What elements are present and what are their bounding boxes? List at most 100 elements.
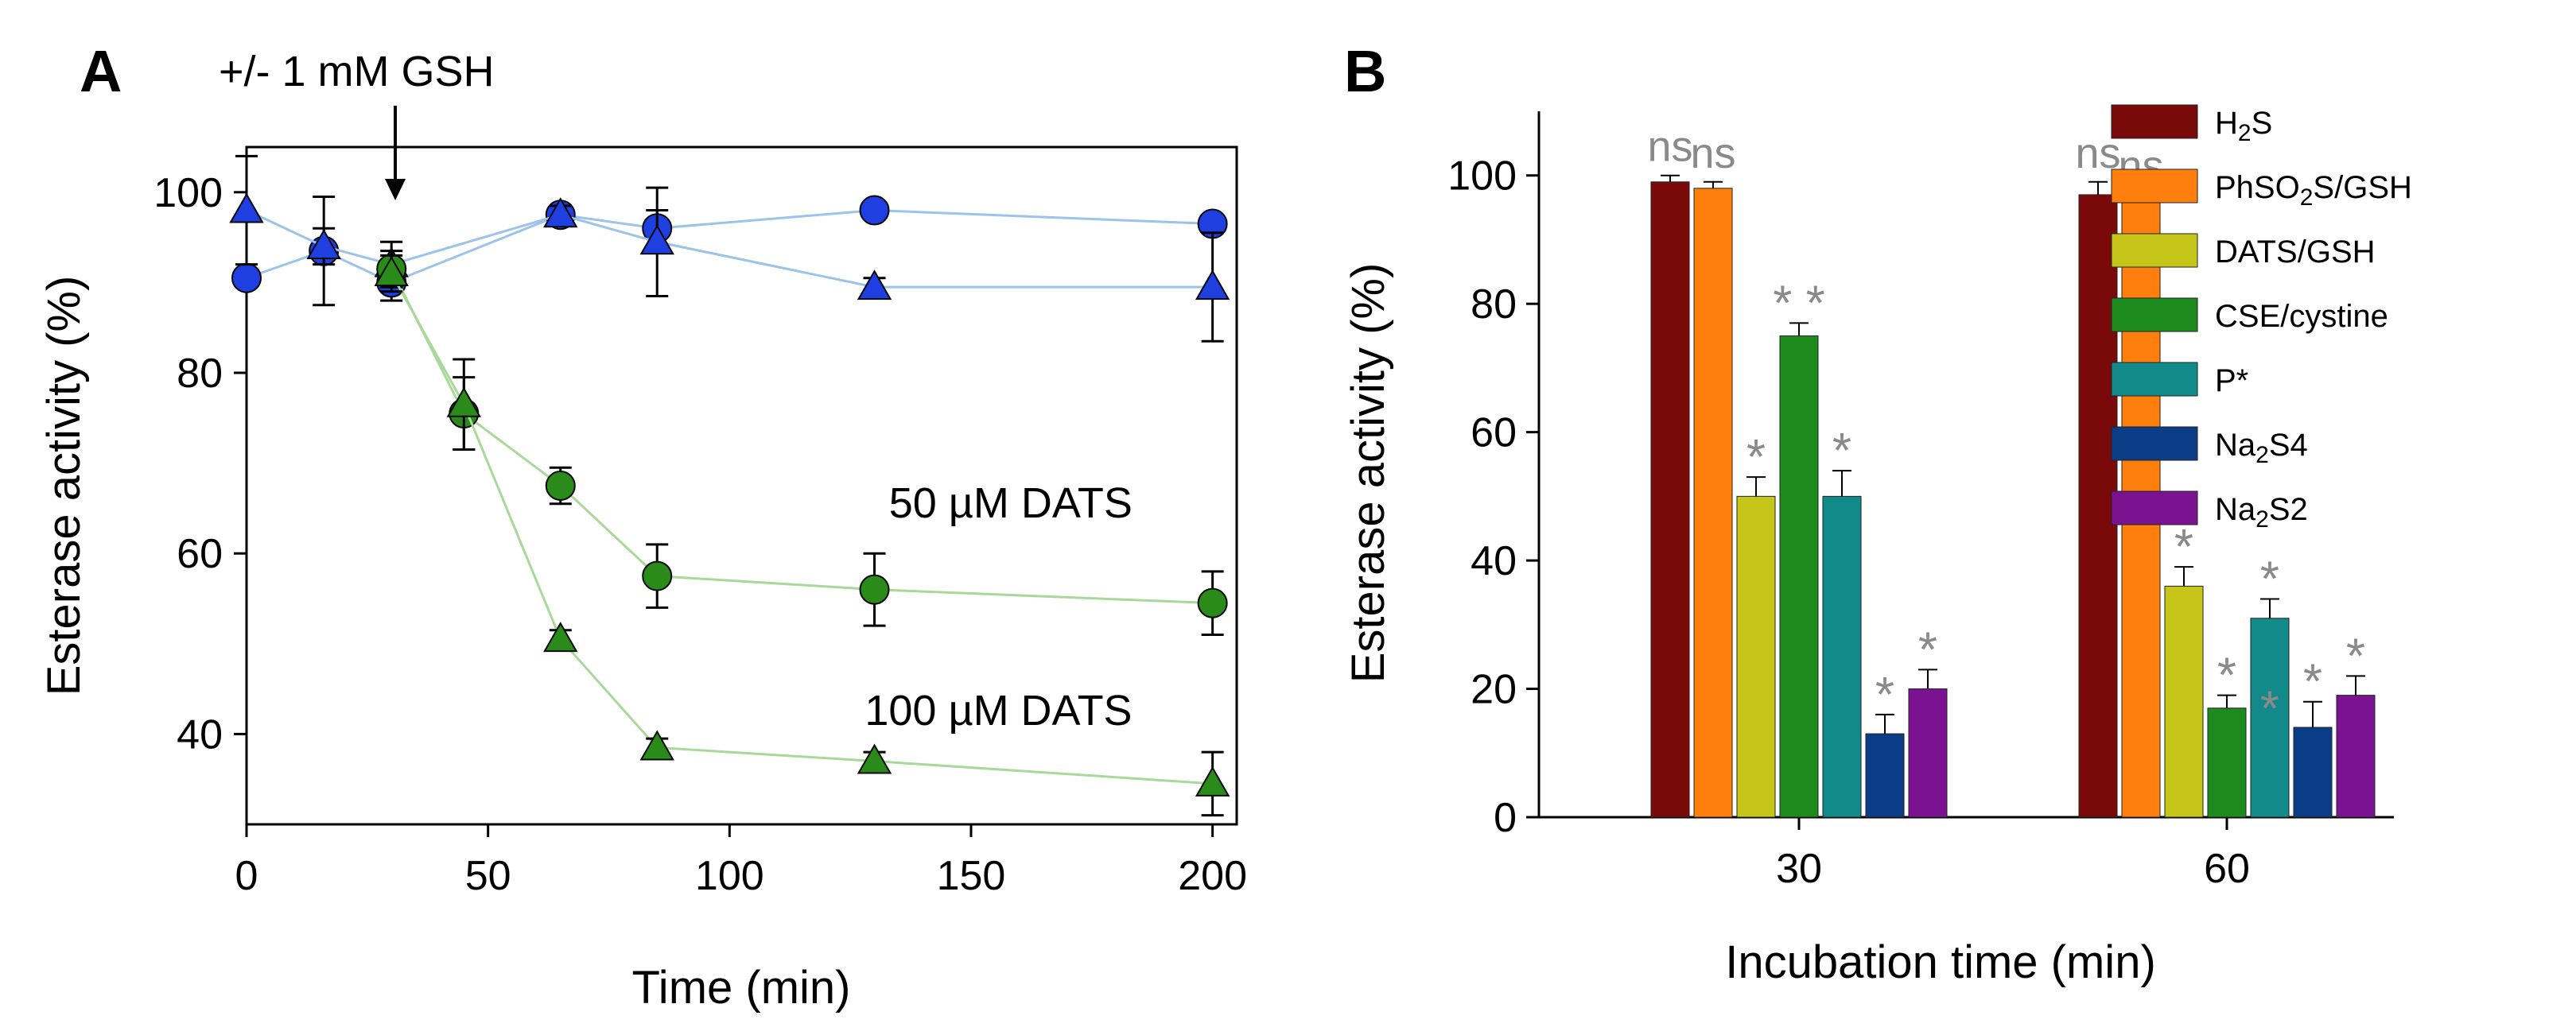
panel-a-x-tick-label: 50 bbox=[465, 853, 511, 899]
panel-b-significance-label: * bbox=[1875, 668, 1894, 723]
panel-a-circle-point bbox=[642, 560, 673, 591]
panel-b-significance-label: ns bbox=[1690, 130, 1735, 177]
panel-b-legend-label: Na2S2 bbox=[2215, 492, 2308, 533]
panel-a-series-2 bbox=[229, 154, 1230, 343]
panel-a-x-tick-label: 100 bbox=[695, 853, 764, 899]
legend-label-subscript: 2 bbox=[2238, 120, 2252, 146]
panel-a-triangle-point bbox=[1195, 269, 1230, 300]
panel-a-circle-point bbox=[859, 195, 890, 226]
panel-b-y-tick-label: 80 bbox=[1471, 281, 1517, 328]
panel-a-triangle-point bbox=[543, 622, 578, 653]
panel-b-bar bbox=[1693, 188, 1733, 818]
panel-b-y-tick-label: 20 bbox=[1471, 667, 1517, 713]
panel-b-significance-label: * bbox=[2303, 655, 2322, 710]
legend-label-part: DATS/GSH bbox=[2215, 235, 2376, 269]
panel-b-legend-label: P* bbox=[2215, 363, 2248, 398]
panel-a-y-tick-label: 100 bbox=[153, 170, 223, 216]
panel-b-bar bbox=[2293, 727, 2333, 818]
panel-b-bar bbox=[2336, 695, 2376, 818]
panel-a-x-tick-label: 0 bbox=[235, 853, 258, 899]
legend-label-part: S2 bbox=[2269, 492, 2308, 527]
legend-label-part: S/GSH bbox=[2313, 170, 2411, 205]
panel-b-legend-swatch bbox=[2111, 490, 2198, 525]
panel-b-legend-swatch bbox=[2111, 426, 2198, 461]
panel-a-triangle-point bbox=[374, 256, 409, 287]
panel-a-y-tick-label: 40 bbox=[177, 711, 223, 758]
panel-b-bar bbox=[1865, 733, 1905, 818]
panel-b-legend-item: H2S bbox=[2111, 104, 2273, 146]
legend-label-part: S bbox=[2252, 106, 2273, 141]
panel-a-x-axis-title: Time (min) bbox=[632, 962, 851, 1014]
panel-b-significance-label: * bbox=[2346, 629, 2365, 684]
panel-a-plot-frame bbox=[245, 145, 1238, 826]
panel-b-legend-swatch bbox=[2111, 297, 2198, 332]
panel-a-circle-point bbox=[1197, 587, 1228, 618]
panel-a-circle-point bbox=[545, 471, 576, 501]
panel-a-series-label: 50 µM DATS bbox=[889, 479, 1133, 527]
panel-b-legend-item: CSE/cystine bbox=[2111, 297, 2388, 334]
legend-label-part: H bbox=[2215, 106, 2238, 141]
panel-a-y-tick-label: 60 bbox=[177, 531, 223, 577]
panel-a-series-label: 100 µM DATS bbox=[864, 687, 1132, 735]
panel-a-triangle-point bbox=[446, 386, 482, 417]
panel-b-y-tick-label: 60 bbox=[1471, 410, 1517, 456]
panel-b-legend-label: Na2S4 bbox=[2215, 428, 2308, 468]
legend-label-subscript: 2 bbox=[2300, 184, 2314, 211]
panel-a-circle-point bbox=[859, 574, 890, 605]
panel-a-y-tick-label: 80 bbox=[177, 351, 223, 397]
panel-b-significance-label: ns bbox=[1647, 123, 1692, 171]
panel-a-circle-point bbox=[231, 262, 262, 293]
panel-b-legend-item: Na2S2 bbox=[2111, 490, 2308, 533]
panel-a-x-tick-label: 150 bbox=[937, 853, 1006, 899]
gsh-arrow bbox=[385, 106, 406, 200]
panel-b-significance-label: * bbox=[1746, 430, 1766, 485]
panel-b-y-tick-label: 0 bbox=[1494, 795, 1517, 841]
panel-b-significance-label: * bbox=[2217, 649, 2236, 704]
panel-a-letter: A bbox=[80, 38, 122, 104]
panel-b-bar bbox=[1908, 688, 1948, 818]
legend-label-part: Na bbox=[2215, 492, 2256, 527]
panel-a-triangle-point bbox=[639, 224, 674, 255]
panel-b-legend-item: Na2S4 bbox=[2111, 426, 2308, 468]
panel-b-legend-swatch bbox=[2111, 233, 2198, 268]
panel-b-legend-item: PhSO2S/GSH bbox=[2111, 169, 2412, 211]
panel-b-bar bbox=[2207, 707, 2247, 818]
panel-b-x-axis-title: Incubation time (min) bbox=[1725, 936, 2156, 988]
gsh-annotation: +/- 1 mM GSH bbox=[219, 48, 495, 95]
panel-b-bar bbox=[2250, 618, 2290, 818]
panel-b-legend-label: PhSO2S/GSH bbox=[2215, 170, 2412, 211]
panel-a-triangle-point bbox=[1195, 766, 1230, 797]
panel-b-bar bbox=[1822, 495, 1862, 818]
panel-a-triangle-point bbox=[543, 197, 578, 228]
panel-a-series-4 bbox=[374, 254, 1230, 817]
panel-b-bar bbox=[1650, 181, 1690, 818]
panel-b-x-tick-label: 60 bbox=[2204, 846, 2250, 892]
panel-b-letter: B bbox=[1344, 38, 1386, 104]
panel-a-series-line bbox=[390, 273, 1213, 785]
panel-b-significance-label: * bbox=[1918, 622, 1937, 677]
panel-b-significance-label: * bbox=[1832, 424, 1851, 479]
legend-label-subscript: 2 bbox=[2255, 442, 2269, 468]
panel-a-triangle-point bbox=[639, 730, 674, 761]
panel-b-legend-swatch bbox=[2111, 104, 2198, 139]
panel-b-significance-label: * bbox=[2260, 552, 2279, 607]
panel-b-significance-label: * * bbox=[1773, 276, 1824, 331]
panel-a-y-axis-title: Esterase activity (%) bbox=[38, 276, 90, 696]
legend-label-subscript: 2 bbox=[2255, 506, 2269, 533]
panel-b-significance-label: * bbox=[2174, 520, 2193, 575]
panel-a-triangle-point bbox=[857, 743, 892, 774]
panel-a-x-tick-label: 200 bbox=[1178, 853, 1247, 899]
panel-b-legend-label: DATS/GSH bbox=[2215, 235, 2376, 269]
panel-b-legend-item: DATS/GSH bbox=[2111, 233, 2376, 269]
panel-a-series-3 bbox=[376, 250, 1228, 636]
panel-b-extra-star: * bbox=[2260, 682, 2279, 737]
legend-label-part: P* bbox=[2215, 363, 2248, 398]
panel-b-bar bbox=[1779, 335, 1819, 818]
panel-b-bar bbox=[2164, 585, 2204, 818]
panel-b-y-axis-title: Esterase activity (%) bbox=[1342, 263, 1394, 684]
panel-b-legend-item: P* bbox=[2111, 362, 2248, 398]
legend-label-part: PhSO bbox=[2215, 170, 2300, 205]
panel-b-legend-label: CSE/cystine bbox=[2215, 299, 2388, 334]
